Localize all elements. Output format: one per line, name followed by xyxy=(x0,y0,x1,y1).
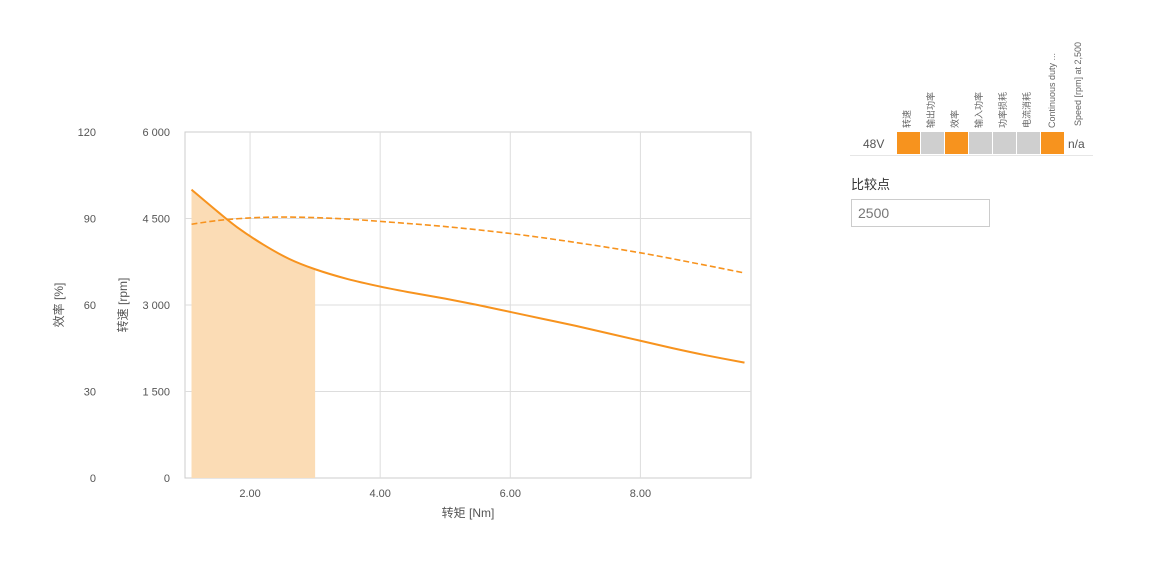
compare-point-input[interactable] xyxy=(851,199,990,227)
legend-column-label: Continuous duty ... xyxy=(1047,52,1057,128)
legend-column-header: 输入功率 xyxy=(969,30,991,128)
legend-column-label: 输出功率 xyxy=(926,91,936,128)
legend-toggle-1[interactable] xyxy=(897,132,920,154)
shaded-region xyxy=(191,189,316,478)
compare-point-label: 比较点 xyxy=(851,177,891,192)
legend-toggle-3[interactable] xyxy=(945,132,968,154)
efficiency-tick-label: 120 xyxy=(78,127,96,139)
legend-column-label: 输入功率 xyxy=(974,91,984,128)
x-tick-label: 2.00 xyxy=(239,488,260,500)
speed-tick-label: 1 500 xyxy=(142,387,170,399)
efficiency-axis-title: 效率 [%] xyxy=(51,283,66,328)
efficiency-tick-label: 0 xyxy=(90,473,96,485)
legend-column-header: 转速 xyxy=(897,30,919,128)
legend-column-label: 电流消耗 xyxy=(1022,91,1032,128)
speed-tick-label: 6 000 xyxy=(142,127,170,139)
legend-row-divider xyxy=(850,155,1093,156)
series-legend-table: 转速 输出功率 效率 输入功率 功率损耗 电流消耗 Continuous duty ... S… xyxy=(850,30,1095,160)
legend-toggle-7[interactable] xyxy=(1041,132,1064,154)
speed-axis-title: 转速 [rpm] xyxy=(115,278,130,333)
legend-row-label: 48V xyxy=(863,137,885,151)
efficiency-tick-label: 90 xyxy=(84,214,96,226)
legend-row-value: n/a xyxy=(1068,137,1085,151)
x-tick-label: 4.00 xyxy=(369,488,390,500)
efficiency-axis-ticks: 0 30 60 90 120 xyxy=(78,127,96,485)
speed-series-line xyxy=(190,188,745,364)
legend-extra-column-header: Speed [rpm] at 2,500 xyxy=(1067,30,1097,126)
torque-speed-chart: 2.00 4.00 6.00 8.00 0 30 60 90 120 0 1 500 3 000 4… xyxy=(51,127,752,520)
legend-column-label: 效率 xyxy=(950,109,960,128)
legend-column-header: Continuous duty ... xyxy=(1041,30,1063,128)
legend-toggle-2[interactable] xyxy=(921,132,944,154)
efficiency-tick-label: 30 xyxy=(84,387,96,399)
efficiency-tick-label: 60 xyxy=(84,300,96,312)
speed-tick-label: 3 000 xyxy=(142,300,170,312)
legend-toggle-6[interactable] xyxy=(1017,132,1040,154)
legend-column-header: 功率损耗 xyxy=(993,30,1015,128)
speed-tick-label: 4 500 xyxy=(142,214,170,226)
efficiency-series-line xyxy=(191,216,745,274)
x-tick-label: 8.00 xyxy=(630,488,651,500)
legend-column-header: 输出功率 xyxy=(921,30,943,128)
legend-column-label: 转速 xyxy=(902,109,912,128)
legend-column-header: 效率 xyxy=(945,30,967,128)
x-tick-label: 6.00 xyxy=(500,488,521,500)
legend-toggle-5[interactable] xyxy=(993,132,1016,154)
speed-tick-label: 0 xyxy=(164,473,170,485)
legend-column-header: 电流消耗 xyxy=(1017,30,1039,128)
x-axis-ticks: 2.00 4.00 6.00 8.00 xyxy=(239,488,651,500)
x-axis-title: 转矩 [Nm] xyxy=(442,505,495,520)
legend-column-label: 功率损耗 xyxy=(998,91,1008,128)
legend-extra-column-label: Speed [rpm] at 2,500 xyxy=(1073,41,1083,126)
legend-toggle-4[interactable] xyxy=(969,132,992,154)
speed-axis-ticks: 0 1 500 3 000 4 500 6 000 xyxy=(142,127,170,485)
